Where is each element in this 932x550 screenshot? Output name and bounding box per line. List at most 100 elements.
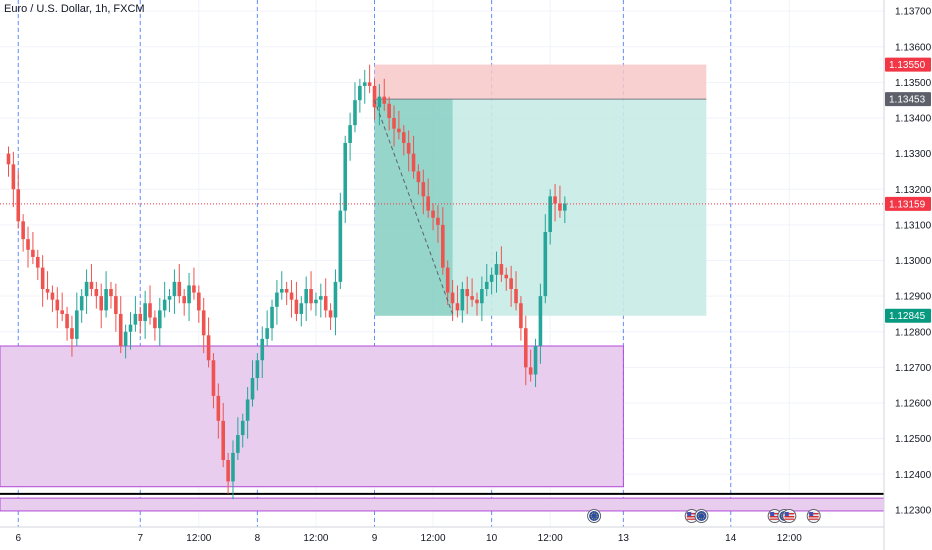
candle-body — [99, 296, 104, 311]
candle-body — [558, 203, 562, 211]
candle-body — [411, 153, 416, 172]
candle-body — [338, 210, 343, 282]
eu-flag-icon[interactable] — [587, 509, 602, 523]
candle-body — [187, 285, 191, 304]
y-tick-label: 1.13300 — [895, 149, 932, 160]
y-tick-label: 1.12900 — [895, 292, 932, 303]
flag-canton — [784, 512, 789, 516]
flag-base — [696, 511, 707, 521]
y-tick-label: 1.13700 — [895, 7, 932, 18]
candle-body — [216, 395, 221, 421]
flag-stripe — [769, 513, 780, 515]
y-tick-label: 1.12500 — [895, 434, 932, 445]
candle-body — [445, 267, 450, 293]
us-flag-icon[interactable] — [806, 509, 821, 523]
candle-body — [348, 125, 352, 143]
eu-flag-icon[interactable] — [694, 509, 709, 523]
candle-body — [416, 171, 421, 183]
candle-body — [528, 367, 533, 375]
candle-body — [484, 281, 489, 289]
flag-stripe — [686, 516, 697, 518]
candle-body — [172, 281, 177, 297]
candle-body — [397, 128, 401, 133]
y-tick-label: 1.13200 — [895, 185, 932, 196]
candle-body — [289, 292, 294, 300]
candle-body — [138, 313, 143, 322]
stop-loss-zone[interactable] — [374, 64, 707, 100]
candle-body — [294, 299, 299, 314]
candle-body — [65, 313, 69, 329]
us-flag-icon[interactable] — [767, 509, 782, 523]
flag-stripe — [808, 516, 819, 518]
flag-stripe — [686, 513, 697, 515]
us-flag-icon[interactable] — [684, 509, 699, 523]
x-tick-label: 6 — [15, 533, 21, 544]
candle-body — [387, 103, 391, 118]
price-tag-label: 1.13550 — [889, 60, 926, 71]
candle-body — [240, 420, 245, 436]
candle-body — [21, 221, 25, 240]
candle-body — [60, 310, 64, 314]
candle-body — [221, 420, 226, 460]
us-flag-icon[interactable] — [782, 509, 797, 523]
flag-stripe — [784, 516, 795, 518]
candle-body — [533, 346, 538, 375]
candle-body — [333, 281, 338, 318]
flag-stripe — [784, 513, 795, 515]
x-tick-label: 7 — [137, 533, 143, 544]
x-tick-label: 8 — [255, 533, 261, 544]
candle-body — [465, 289, 470, 297]
candle-body — [353, 100, 357, 126]
candle-body — [118, 313, 123, 346]
candle-body — [279, 289, 284, 293]
candle-body — [162, 299, 167, 311]
demand-zone[interactable] — [0, 345, 624, 488]
candle-body — [455, 303, 460, 311]
candle-body — [382, 96, 387, 104]
candle-body — [89, 281, 94, 289]
candle-body — [197, 292, 201, 311]
candle-body — [480, 289, 484, 304]
x-tick-label: 9 — [372, 533, 378, 544]
candle-body — [231, 452, 235, 482]
candle-body — [104, 289, 108, 311]
candle-body — [538, 296, 543, 346]
price-tag-label: 1.12845 — [889, 311, 926, 322]
candle-body — [358, 85, 362, 101]
candle-body — [84, 281, 89, 297]
candle-body — [401, 132, 406, 143]
candle-body — [206, 335, 211, 361]
candle-body — [109, 289, 113, 297]
candle-body — [563, 203, 567, 211]
drawing-overlays[interactable] — [0, 100, 884, 315]
drawing-zones[interactable] — [0, 64, 885, 512]
bottom-band[interactable] — [0, 497, 885, 512]
trend-line[interactable] — [374, 100, 454, 315]
flag-base — [589, 511, 600, 521]
candle-body — [523, 328, 528, 368]
x-tick-label: 12:00 — [186, 533, 211, 544]
price-tag-label: 1.13453 — [889, 95, 926, 106]
candle-body — [201, 310, 206, 336]
y-tick-label: 1.13100 — [895, 220, 932, 231]
price-tag — [885, 308, 931, 323]
flag-stripe — [808, 513, 819, 515]
candle-body — [6, 153, 11, 165]
candle-body — [475, 299, 479, 304]
flag-stripe — [784, 518, 795, 520]
candle-body — [153, 317, 157, 329]
candle-body — [509, 278, 513, 289]
candle-body — [260, 338, 265, 361]
candle-body — [450, 292, 455, 304]
economic-events[interactable] — [587, 509, 821, 523]
candle-body — [123, 331, 128, 346]
candle-body — [319, 296, 323, 300]
candle-body — [182, 296, 186, 304]
flag-stripe — [769, 518, 780, 520]
candle-body — [143, 303, 147, 322]
candle-body — [226, 460, 230, 482]
candle-body — [211, 360, 216, 396]
candle-body — [26, 239, 30, 250]
